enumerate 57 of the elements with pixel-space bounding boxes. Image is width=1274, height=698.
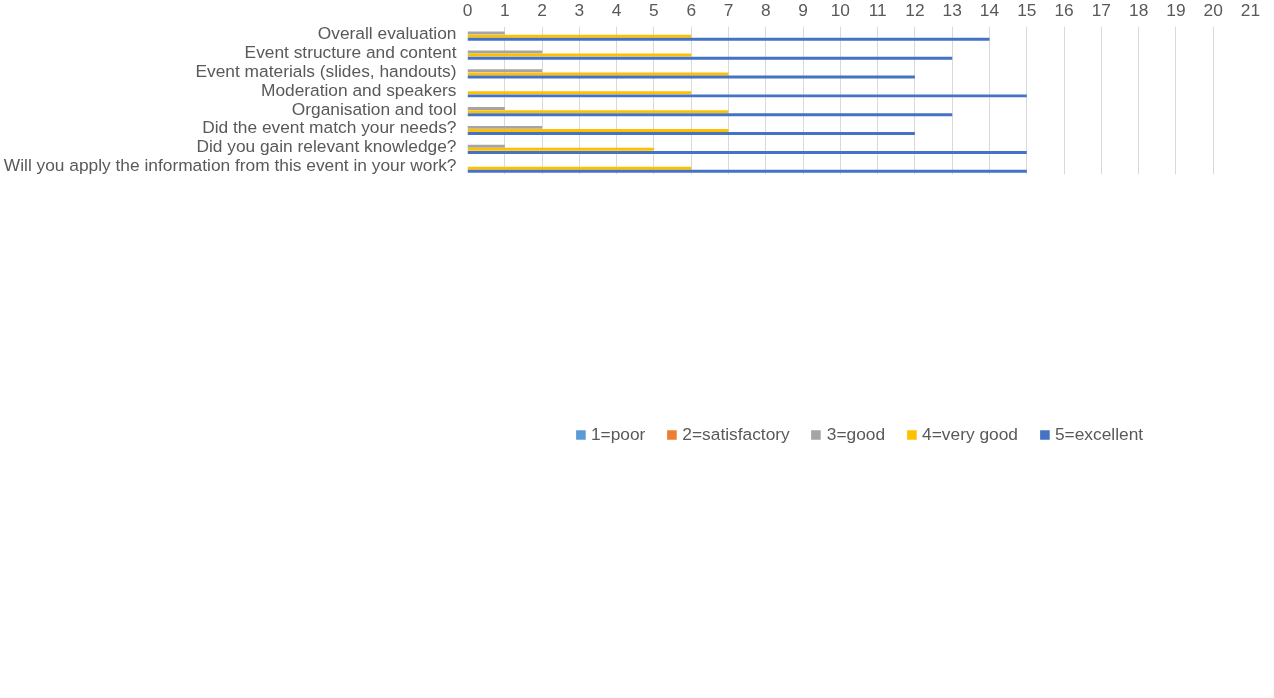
bar bbox=[467, 144, 505, 148]
y-tick-label: Event materials (slides, handouts) bbox=[195, 60, 457, 81]
x-tick-label: 2 bbox=[537, 0, 547, 20]
bar bbox=[467, 37, 990, 41]
x-tick-label: 18 bbox=[1129, 0, 1149, 20]
legend-label: 4=very good bbox=[922, 423, 1018, 445]
bar bbox=[467, 72, 729, 76]
bar bbox=[467, 69, 543, 73]
bar bbox=[467, 150, 1027, 154]
y-tick-label: Overall evaluation bbox=[317, 23, 457, 44]
x-tick-label: 4 bbox=[611, 0, 622, 20]
bar bbox=[467, 113, 953, 117]
x-tick-label: 21 bbox=[1240, 0, 1261, 20]
x-tick-label: 9 bbox=[798, 0, 808, 20]
legend-label: 5=excellent bbox=[1054, 423, 1144, 445]
x-tick-label: 1 bbox=[499, 0, 510, 20]
bar bbox=[467, 31, 505, 35]
x-tick-label: 12 bbox=[905, 0, 925, 20]
x-tick-label: 14 bbox=[979, 0, 1000, 20]
y-tick-label: Will you apply the information from this event in your work? bbox=[3, 155, 457, 176]
x-tick-label: 13 bbox=[942, 0, 962, 20]
bar bbox=[467, 129, 729, 132]
x-tick-label: 8 bbox=[760, 0, 771, 20]
bar bbox=[467, 132, 915, 136]
bar bbox=[467, 53, 692, 57]
y-tick-label: Did the event match your needs? bbox=[202, 117, 457, 138]
x-tick-label: 6 bbox=[686, 0, 697, 20]
y-tick-label: Event structure and content bbox=[244, 41, 457, 62]
y-tick-label: Organisation and tool bbox=[291, 98, 457, 119]
y-tick-label: Moderation and speakers bbox=[260, 79, 457, 100]
y-tick-label: Did you gain relevant knowledge? bbox=[196, 136, 457, 157]
legend-label: 3=good bbox=[826, 423, 886, 445]
x-tick-label: 0 bbox=[462, 0, 473, 20]
bar bbox=[467, 107, 505, 110]
bar bbox=[467, 125, 543, 129]
x-tick-label: 16 bbox=[1054, 0, 1074, 20]
bar bbox=[467, 94, 1027, 98]
bar bbox=[467, 56, 953, 60]
bar bbox=[467, 75, 915, 79]
x-tick-label: 7 bbox=[723, 0, 734, 20]
bar bbox=[467, 110, 729, 114]
bar bbox=[467, 91, 692, 95]
x-tick-label: 3 bbox=[574, 0, 585, 20]
x-tick-label: 20 bbox=[1203, 0, 1223, 20]
x-tick-label: 10 bbox=[830, 0, 850, 20]
bar bbox=[467, 166, 692, 170]
legend-label: 2=satisfactory bbox=[682, 423, 790, 445]
legend-label: 1=poor bbox=[590, 423, 646, 445]
x-tick-label: 19 bbox=[1166, 0, 1186, 20]
x-tick-label: 15 bbox=[1017, 0, 1037, 20]
x-tick-label: 17 bbox=[1091, 0, 1111, 20]
bar bbox=[467, 147, 654, 151]
x-tick-label: 5 bbox=[649, 0, 659, 20]
bar bbox=[467, 50, 543, 54]
bar bbox=[467, 169, 1027, 173]
x-tick-label: 11 bbox=[868, 0, 887, 20]
bar bbox=[467, 34, 692, 38]
